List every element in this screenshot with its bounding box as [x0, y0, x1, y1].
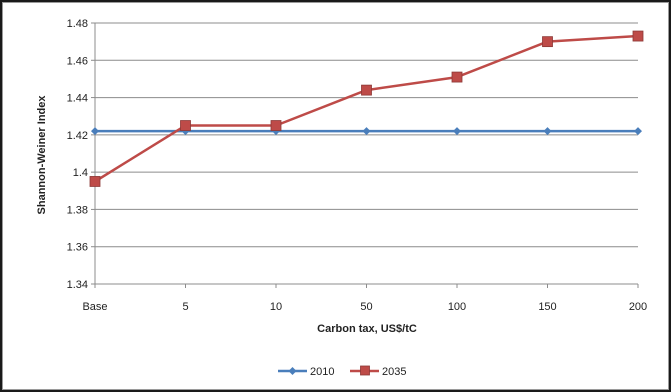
y-tick-label: 1.34 — [67, 279, 88, 291]
x-tick-label: 50 — [360, 301, 372, 313]
data-point-2010 — [634, 127, 642, 136]
y-tick-label: 1.48 — [67, 18, 88, 30]
data-point-2010 — [543, 127, 552, 136]
gridlines — [95, 22, 638, 248]
tick-labels: 1.34 1.36 1.38 1.4 1.42 1.44 1.46 1.48 Base 5 10 50… — [67, 18, 648, 313]
series-line-2035 — [94, 34, 639, 183]
legend-item-2010: 2010 — [278, 366, 334, 378]
data-point-2035 — [89, 176, 101, 187]
x-tick-label: 10 — [270, 301, 282, 313]
y-tick-label: 1.46 — [67, 55, 88, 67]
legend-label-2010: 2010 — [310, 366, 334, 378]
data-point-2035 — [632, 30, 644, 42]
data-point-2035 — [451, 71, 463, 83]
data-point-2035 — [361, 84, 372, 96]
data-point-2010 — [362, 127, 371, 136]
data-point-2010 — [91, 127, 99, 136]
legend-marker-2035 — [360, 365, 370, 376]
x-tick-label: 200 — [629, 301, 647, 313]
y-tick-label: 1.38 — [67, 204, 88, 216]
data-point-2010 — [453, 127, 461, 136]
x-axis-title: Carbon tax, US$/tC — [317, 323, 417, 335]
series-group — [89, 30, 644, 187]
x-tick-label: 5 — [182, 301, 188, 313]
series-2035 — [89, 30, 644, 187]
y-tick-label: 1.36 — [67, 242, 88, 254]
data-point-2035 — [270, 120, 282, 131]
x-tick-label: Base — [82, 301, 107, 313]
data-point-2035 — [180, 120, 191, 131]
axes — [91, 22, 639, 288]
x-tick-label: 100 — [448, 301, 466, 313]
x-tick-label: 150 — [538, 301, 556, 313]
y-axis-title: Shannon-Weiner Index — [36, 95, 48, 215]
y-tick-label: 1.4 — [73, 167, 88, 179]
legend-item-2035: 2035 — [350, 365, 406, 378]
y-tick-label: 1.42 — [67, 130, 88, 142]
y-tick-label: 1.44 — [67, 93, 88, 105]
legend-marker-2010 — [288, 367, 297, 375]
legend-label-2035: 2035 — [382, 366, 406, 378]
legend: 2010 2035 — [278, 365, 406, 378]
data-point-2035 — [542, 36, 553, 48]
